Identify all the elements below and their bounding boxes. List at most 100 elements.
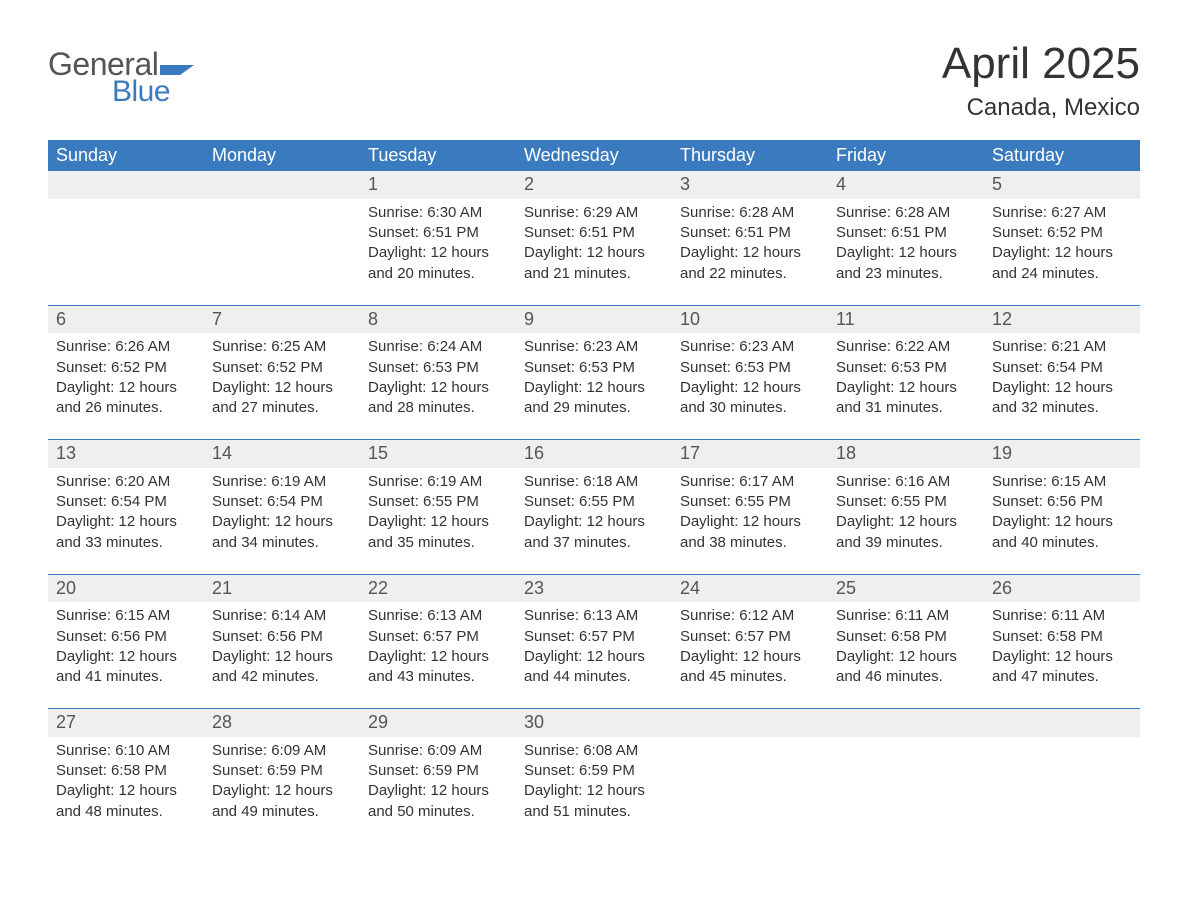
day-body: Sunrise: 6:28 AMSunset: 6:51 PMDaylight:… xyxy=(672,199,828,292)
sunset-line: Sunset: 6:59 PM xyxy=(212,761,352,781)
day-number: 5 xyxy=(984,171,1140,198)
day-body: Sunrise: 6:15 AMSunset: 6:56 PMDaylight:… xyxy=(984,468,1140,561)
daylight1-line: Daylight: 12 hours xyxy=(680,512,820,532)
daylight2-line: and 43 minutes. xyxy=(368,667,508,687)
sunset-line: Sunset: 6:52 PM xyxy=(992,223,1132,243)
day-body: Sunrise: 6:11 AMSunset: 6:58 PMDaylight:… xyxy=(828,602,984,695)
calendar-day-cell: 20Sunrise: 6:15 AMSunset: 6:56 PMDayligh… xyxy=(48,575,204,709)
day-number: 18 xyxy=(828,440,984,467)
day-body: Sunrise: 6:22 AMSunset: 6:53 PMDaylight:… xyxy=(828,333,984,426)
weekday-header: Sunday xyxy=(48,140,204,171)
day-number xyxy=(48,171,204,198)
day-number: 23 xyxy=(516,575,672,602)
calendar-day-cell xyxy=(48,171,204,305)
day-body: Sunrise: 6:13 AMSunset: 6:57 PMDaylight:… xyxy=(360,602,516,695)
day-body: Sunrise: 6:09 AMSunset: 6:59 PMDaylight:… xyxy=(360,737,516,830)
calendar-day-cell: 3Sunrise: 6:28 AMSunset: 6:51 PMDaylight… xyxy=(672,171,828,305)
calendar-week: 13Sunrise: 6:20 AMSunset: 6:54 PMDayligh… xyxy=(48,440,1140,574)
daylight1-line: Daylight: 12 hours xyxy=(212,781,352,801)
day-number: 16 xyxy=(516,440,672,467)
day-number: 12 xyxy=(984,306,1140,333)
sunrise-line: Sunrise: 6:19 AM xyxy=(212,472,352,492)
daylight1-line: Daylight: 12 hours xyxy=(212,512,352,532)
daylight2-line: and 21 minutes. xyxy=(524,264,664,284)
daylight2-line: and 30 minutes. xyxy=(680,398,820,418)
sunset-line: Sunset: 6:53 PM xyxy=(680,358,820,378)
daylight2-line: and 39 minutes. xyxy=(836,533,976,553)
sunrise-line: Sunrise: 6:23 AM xyxy=(680,337,820,357)
sunrise-line: Sunrise: 6:10 AM xyxy=(56,741,196,761)
day-number xyxy=(828,709,984,736)
sunrise-line: Sunrise: 6:22 AM xyxy=(836,337,976,357)
sunset-line: Sunset: 6:54 PM xyxy=(992,358,1132,378)
sunrise-line: Sunrise: 6:25 AM xyxy=(212,337,352,357)
sunset-line: Sunset: 6:55 PM xyxy=(836,492,976,512)
day-number: 2 xyxy=(516,171,672,198)
daylight1-line: Daylight: 12 hours xyxy=(680,378,820,398)
calendar-day-cell: 4Sunrise: 6:28 AMSunset: 6:51 PMDaylight… xyxy=(828,171,984,305)
day-body: Sunrise: 6:09 AMSunset: 6:59 PMDaylight:… xyxy=(204,737,360,830)
daylight2-line: and 40 minutes. xyxy=(992,533,1132,553)
day-number: 10 xyxy=(672,306,828,333)
daylight2-line: and 44 minutes. xyxy=(524,667,664,687)
calendar-week: 6Sunrise: 6:26 AMSunset: 6:52 PMDaylight… xyxy=(48,306,1140,440)
month-title: April 2025 xyxy=(942,40,1140,88)
sunrise-line: Sunrise: 6:23 AM xyxy=(524,337,664,357)
sunrise-line: Sunrise: 6:24 AM xyxy=(368,337,508,357)
day-body: Sunrise: 6:08 AMSunset: 6:59 PMDaylight:… xyxy=(516,737,672,830)
calendar-day-cell xyxy=(828,709,984,843)
day-number: 27 xyxy=(48,709,204,736)
day-body: Sunrise: 6:23 AMSunset: 6:53 PMDaylight:… xyxy=(516,333,672,426)
weekday-header: Thursday xyxy=(672,140,828,171)
daylight1-line: Daylight: 12 hours xyxy=(368,243,508,263)
sunrise-line: Sunrise: 6:29 AM xyxy=(524,203,664,223)
sunrise-line: Sunrise: 6:15 AM xyxy=(992,472,1132,492)
sunset-line: Sunset: 6:59 PM xyxy=(524,761,664,781)
sunset-line: Sunset: 6:53 PM xyxy=(524,358,664,378)
sunset-line: Sunset: 6:51 PM xyxy=(836,223,976,243)
sunrise-line: Sunrise: 6:09 AM xyxy=(368,741,508,761)
day-number xyxy=(672,709,828,736)
daylight1-line: Daylight: 12 hours xyxy=(524,781,664,801)
daylight2-line: and 47 minutes. xyxy=(992,667,1132,687)
calendar-day-cell: 19Sunrise: 6:15 AMSunset: 6:56 PMDayligh… xyxy=(984,440,1140,574)
sunrise-line: Sunrise: 6:26 AM xyxy=(56,337,196,357)
calendar-week: 1Sunrise: 6:30 AMSunset: 6:51 PMDaylight… xyxy=(48,171,1140,305)
sunrise-line: Sunrise: 6:20 AM xyxy=(56,472,196,492)
sunrise-line: Sunrise: 6:11 AM xyxy=(836,606,976,626)
daylight1-line: Daylight: 12 hours xyxy=(992,647,1132,667)
calendar-day-cell xyxy=(984,709,1140,843)
daylight1-line: Daylight: 12 hours xyxy=(836,378,976,398)
sunrise-line: Sunrise: 6:08 AM xyxy=(524,741,664,761)
daylight1-line: Daylight: 12 hours xyxy=(992,512,1132,532)
daylight1-line: Daylight: 12 hours xyxy=(56,378,196,398)
day-body: Sunrise: 6:16 AMSunset: 6:55 PMDaylight:… xyxy=(828,468,984,561)
day-number xyxy=(204,171,360,198)
sunset-line: Sunset: 6:56 PM xyxy=(212,627,352,647)
sunrise-line: Sunrise: 6:30 AM xyxy=(368,203,508,223)
day-number: 19 xyxy=(984,440,1140,467)
day-number: 15 xyxy=(360,440,516,467)
calendar-day-cell xyxy=(204,171,360,305)
daylight2-line: and 28 minutes. xyxy=(368,398,508,418)
daylight1-line: Daylight: 12 hours xyxy=(680,243,820,263)
calendar-table: SundayMondayTuesdayWednesdayThursdayFrid… xyxy=(48,140,1140,843)
day-number: 24 xyxy=(672,575,828,602)
daylight2-line: and 41 minutes. xyxy=(56,667,196,687)
day-body xyxy=(48,199,204,211)
daylight2-line: and 20 minutes. xyxy=(368,264,508,284)
day-body: Sunrise: 6:21 AMSunset: 6:54 PMDaylight:… xyxy=(984,333,1140,426)
daylight1-line: Daylight: 12 hours xyxy=(836,243,976,263)
day-body: Sunrise: 6:18 AMSunset: 6:55 PMDaylight:… xyxy=(516,468,672,561)
day-number: 6 xyxy=(48,306,204,333)
location-label: Canada, Mexico xyxy=(942,94,1140,122)
day-number: 22 xyxy=(360,575,516,602)
daylight2-line: and 29 minutes. xyxy=(524,398,664,418)
daylight2-line: and 48 minutes. xyxy=(56,802,196,822)
calendar-day-cell: 27Sunrise: 6:10 AMSunset: 6:58 PMDayligh… xyxy=(48,709,204,843)
calendar-day-cell: 16Sunrise: 6:18 AMSunset: 6:55 PMDayligh… xyxy=(516,440,672,574)
day-number: 4 xyxy=(828,171,984,198)
sunrise-line: Sunrise: 6:21 AM xyxy=(992,337,1132,357)
calendar-day-cell: 30Sunrise: 6:08 AMSunset: 6:59 PMDayligh… xyxy=(516,709,672,843)
calendar-day-cell: 11Sunrise: 6:22 AMSunset: 6:53 PMDayligh… xyxy=(828,306,984,440)
